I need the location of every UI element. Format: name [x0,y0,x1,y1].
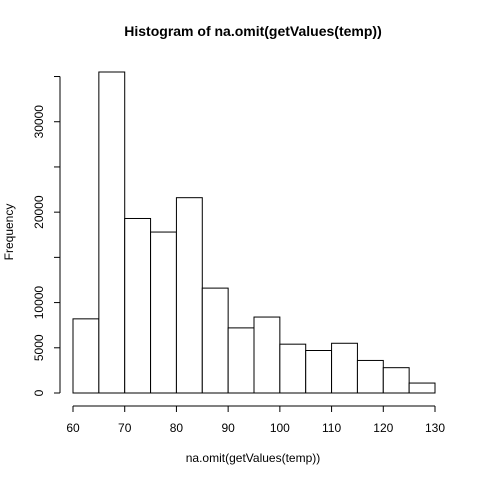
histogram-bar-80-85 [175,197,203,394]
x-axis-label: na.omit(getValues(temp)) [186,451,321,465]
x-tick-label-80: 80 [170,421,184,435]
x-tick-label-60: 60 [66,421,80,435]
x-tick-label-110: 110 [322,421,341,435]
y-tick-label-30000: 30000 [32,105,46,139]
y-tick-label-0: 0 [32,389,46,396]
histogram-bar-65-70 [98,71,126,394]
histogram-bar-120-125 [382,367,410,394]
histogram-bar-90-95 [227,327,255,394]
x-axis: 60 70 80 90 100 110 120 130 [66,405,445,435]
histogram-bar-85-90 [201,287,229,394]
histogram-bar-60-65 [72,318,100,394]
x-tick-label-70: 70 [118,421,132,435]
chart-title: Histogram of na.omit(getValues(temp)) [124,23,381,39]
histogram-bar-125-130 [408,382,436,394]
histogram-bar-75-80 [150,231,177,394]
histogram-bar-110-115 [331,342,358,394]
y-axis: 0 5000 10000 20000 30000 [32,76,61,396]
y-axis-label: Frequency [2,204,16,261]
y-tick-label-10000: 10000 [32,286,46,320]
histogram-bar-115-120 [356,359,384,394]
y-tick-label-20000: 20000 [32,195,46,229]
histogram-bars [72,71,436,394]
histogram-bar-105-110 [305,350,333,394]
y-tick-label-5000: 5000 [32,334,46,361]
histogram-bar-95-100 [253,316,281,394]
x-tick-label-120: 120 [373,421,393,435]
x-tick-label-100: 100 [270,421,290,435]
histogram-bar-100-105 [279,343,307,394]
x-tick-label-130: 130 [425,421,445,435]
histogram-bar-70-75 [124,217,152,394]
x-tick-label-90: 90 [221,421,235,435]
